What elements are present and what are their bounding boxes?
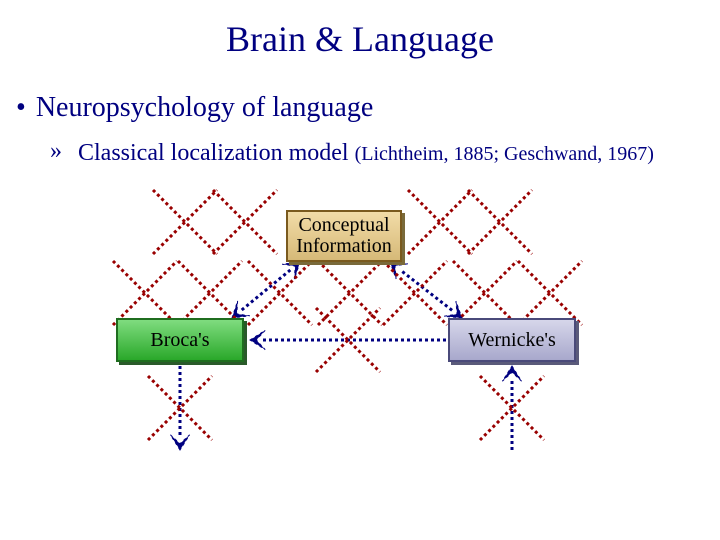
bullet2-citation: (Lichtheim, 1885; Geschwand, 1967) (355, 143, 654, 165)
page-title: Brain & Language (0, 18, 720, 60)
bullet1-marker: • (16, 94, 26, 122)
node-wernicke: Wernicke's (448, 318, 576, 362)
wernicke-label: Wernicke's (468, 330, 556, 351)
bullet2-marker: » (50, 138, 62, 165)
bullet-level2: » Classical localization model (Lichthei… (50, 138, 690, 168)
diagram-svg (0, 0, 720, 540)
broca-label: Broca's (150, 330, 209, 351)
bullet2-text: Classical localization model (Lichtheim,… (78, 138, 690, 168)
diagram-layer: Conceptual Information Broca's Wernicke'… (0, 0, 720, 540)
node-conceptual: Conceptual Information (286, 210, 402, 262)
conceptual-line1: Conceptual (298, 214, 389, 236)
node-broca: Broca's (116, 318, 244, 362)
bullet2-main: Classical localization model (78, 140, 355, 166)
bullet1-text: Neuropsychology of language (36, 92, 373, 124)
bullet-level1: • Neuropsychology of language (16, 92, 373, 124)
conceptual-line2: Information (296, 235, 392, 257)
